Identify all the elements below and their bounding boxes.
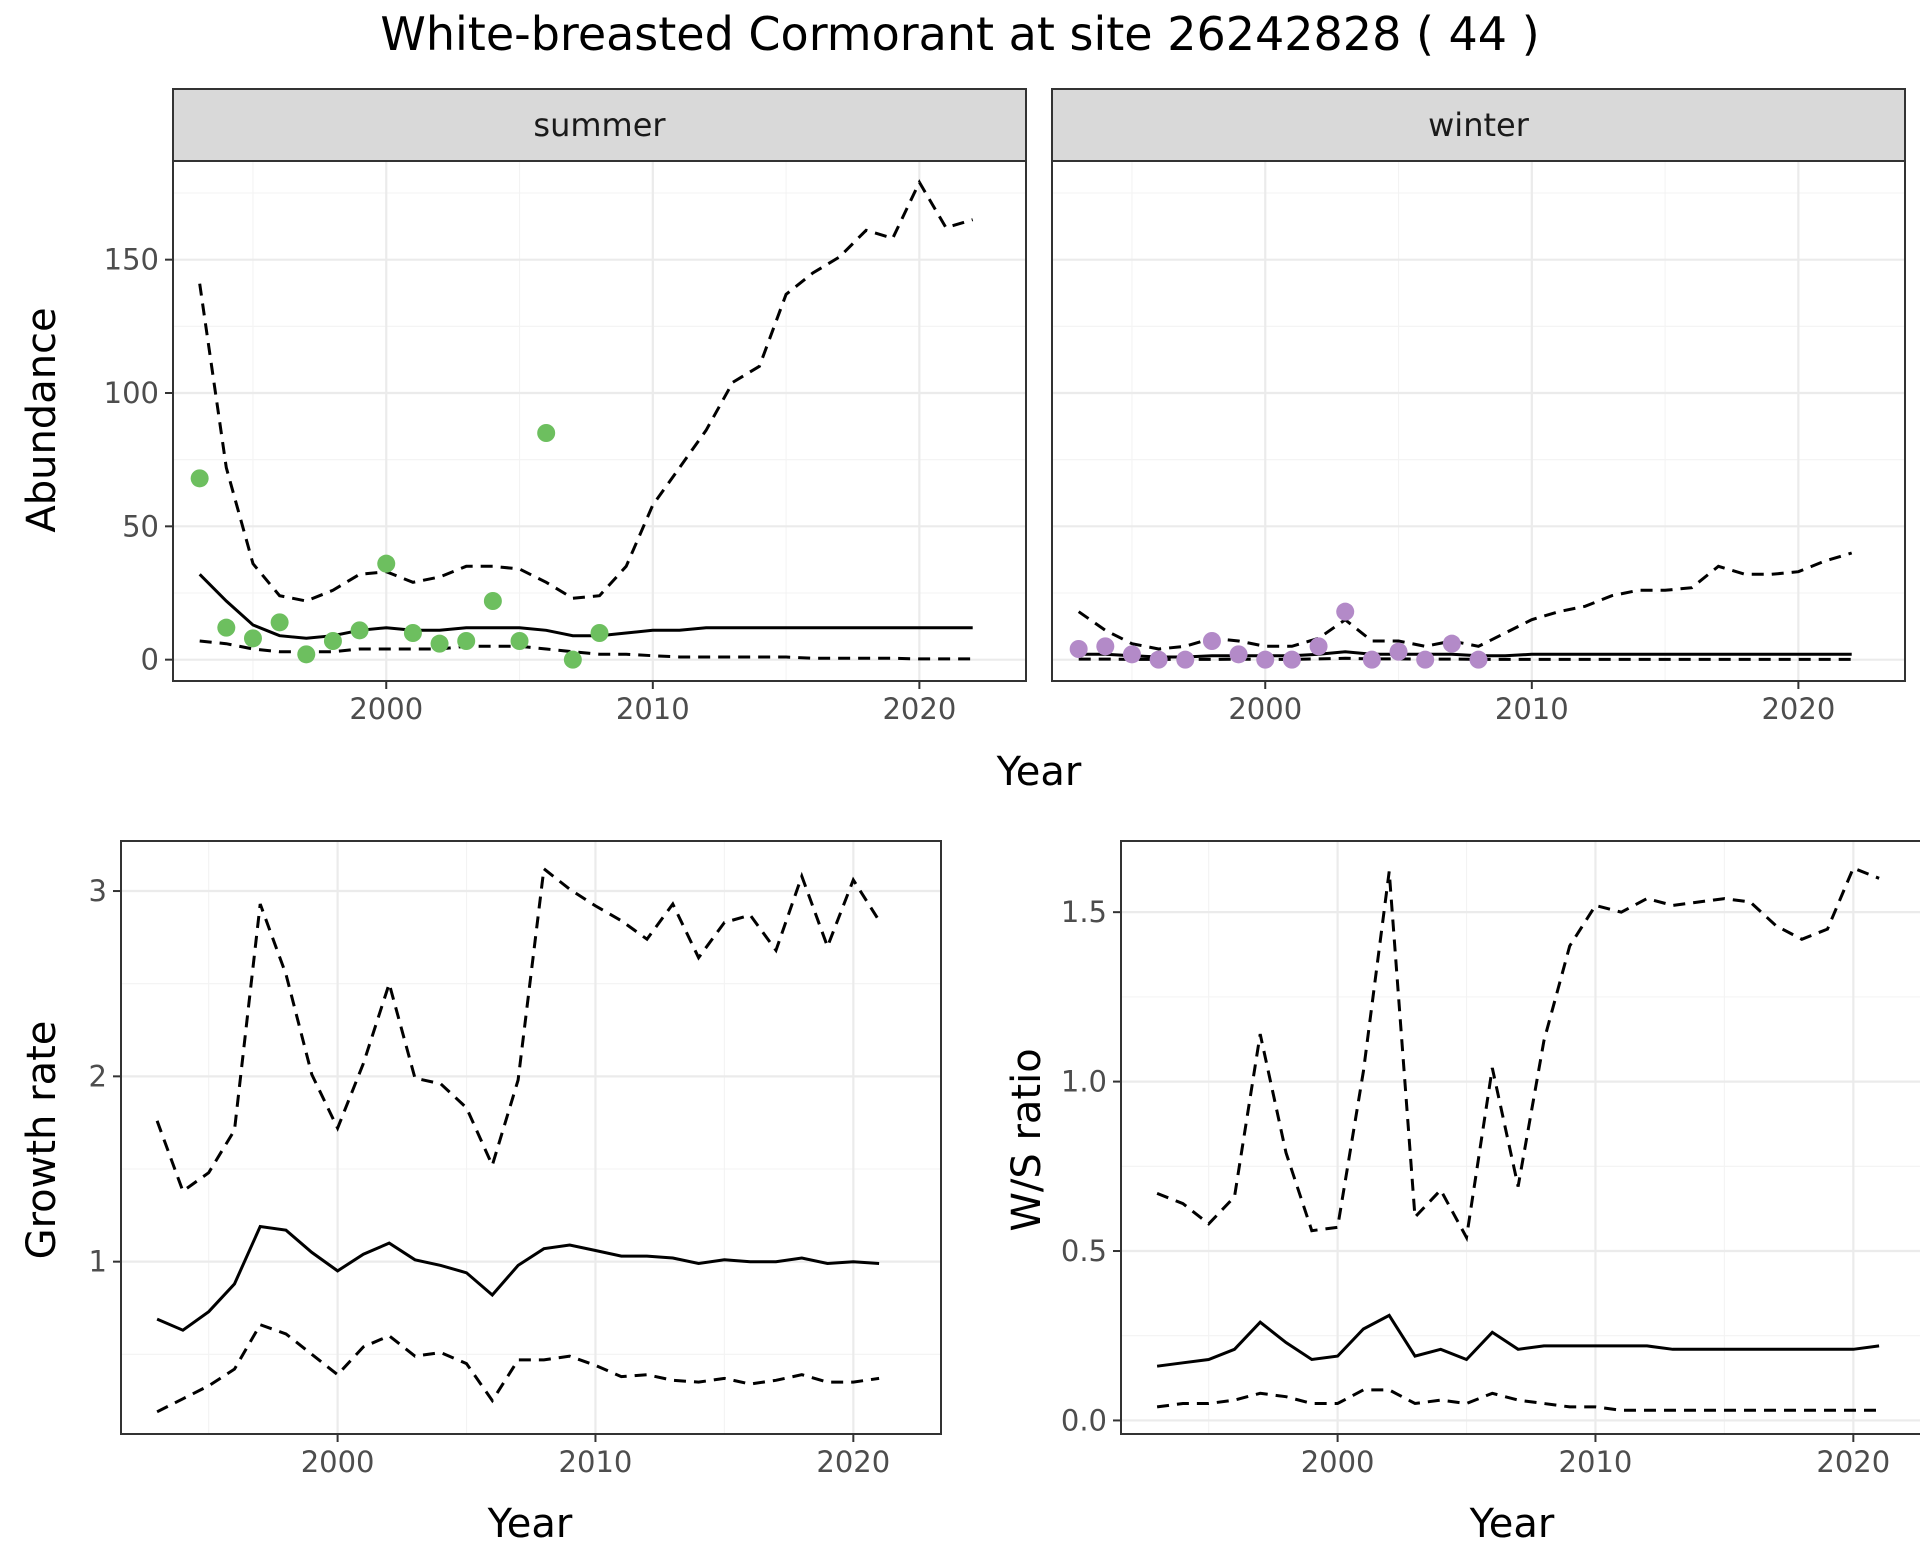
observation-point [1362,650,1381,669]
chart-title: White-breasted Cormorant at site 2624282… [380,7,1539,61]
upper-ci-line [1077,551,1853,651]
lower-ci-line [1078,656,1852,661]
observation-point [1176,650,1195,669]
ratio-x-axis-title: Year [1469,1501,1555,1547]
upper-ci-line [155,865,881,1194]
lower-ci-line [1156,1388,1880,1412]
x-tick-label: 2010 [559,1445,633,1479]
abundance-summer-panel: 2000 2010 2020 0 50 100 150 [104,160,1027,726]
panel-border [120,840,942,1435]
x-tick-label: 2000 [1228,692,1302,726]
mean-line [1078,650,1852,659]
observation-point [243,629,262,648]
observation-point [1122,645,1141,664]
observation-point [1309,637,1328,656]
lower-ci-line [156,1322,880,1414]
observation-point [1069,640,1088,658]
observation-point [1229,645,1248,664]
y-tick-label: 0.0 [1061,1403,1107,1437]
facet-strip-summer [172,88,1027,162]
facet-label-winter: winter [1428,106,1530,144]
observation-point [217,618,236,637]
x-tick-label: 2010 [1495,692,1569,726]
ws-ratio-panel: 2000 2010 2020 0.0 0.5 1.0 1.5 [1061,840,1920,1479]
x-tick-label: 2020 [882,692,956,726]
y-tick-label: 1 [89,1245,107,1279]
x-tick-label: 2020 [1816,1445,1890,1479]
x-tick-label: 2020 [816,1445,890,1479]
observation-point [590,624,609,642]
abundance-winter-panel: 2000 2010 2020 [1051,160,1906,726]
observation-point [350,621,369,640]
observation-point [1149,650,1168,669]
lower-ci-line [199,639,973,661]
mean-line [1156,1313,1880,1368]
observation-point [1336,602,1355,621]
observation-point [1389,642,1408,661]
observation-point [1282,650,1301,669]
observation-point [377,554,396,573]
abundance-y-axis-title: Abundance [19,307,65,532]
facet-label-summer: summer [533,106,666,144]
observation-point [403,624,422,642]
observation-point [190,469,209,488]
observation-point [270,613,289,632]
growth-x-axis-title: Year [487,1501,573,1547]
observation-point [297,645,316,664]
y-tick-label: 0 [141,643,159,677]
observation-point [430,634,449,653]
y-tick-label: 2 [89,1059,107,1093]
ratio-y-axis-title: W/S ratio [1004,1048,1050,1231]
panel-border [1120,840,1920,1435]
observation-point [1416,650,1435,669]
x-tick-label: 2010 [616,692,690,726]
y-tick-label: 1.0 [1061,1065,1107,1099]
observation-point [457,632,476,650]
y-tick-label: 0.5 [1061,1234,1107,1268]
y-tick-label: 100 [104,376,159,410]
x-tick-label: 2020 [1761,692,1835,726]
abundance-x-axis-title: Year [996,749,1082,795]
observation-point [563,650,582,669]
observation-point [1442,634,1461,653]
upper-ci-line [198,179,974,603]
observation-point [483,592,502,610]
observation-point [537,424,556,442]
panel-border [172,160,1027,682]
y-tick-label: 1.5 [1061,895,1107,929]
x-tick-label: 2000 [349,692,423,726]
y-tick-label: 50 [122,509,159,543]
x-tick-label: 2000 [301,1445,375,1479]
observation-point [323,632,342,650]
growth-y-axis-title: Growth rate [19,1021,65,1260]
x-tick-label: 2010 [1559,1445,1633,1479]
observation-point [1469,650,1488,669]
upper-ci-line [1156,866,1880,1243]
mean-line [156,1224,880,1332]
y-tick-label: 3 [89,874,107,908]
panel-border [1051,160,1906,682]
mean-line [198,573,973,640]
growth-rate-panel: 2000 2010 2020 1 2 3 [89,840,942,1479]
x-tick-label: 2000 [1301,1445,1375,1479]
observation-point [1202,632,1221,650]
observation-point [1256,650,1275,669]
observation-point [510,632,529,650]
y-tick-label: 150 [104,243,159,277]
observation-point [1096,637,1115,656]
facet-strip-winter [1051,88,1906,162]
